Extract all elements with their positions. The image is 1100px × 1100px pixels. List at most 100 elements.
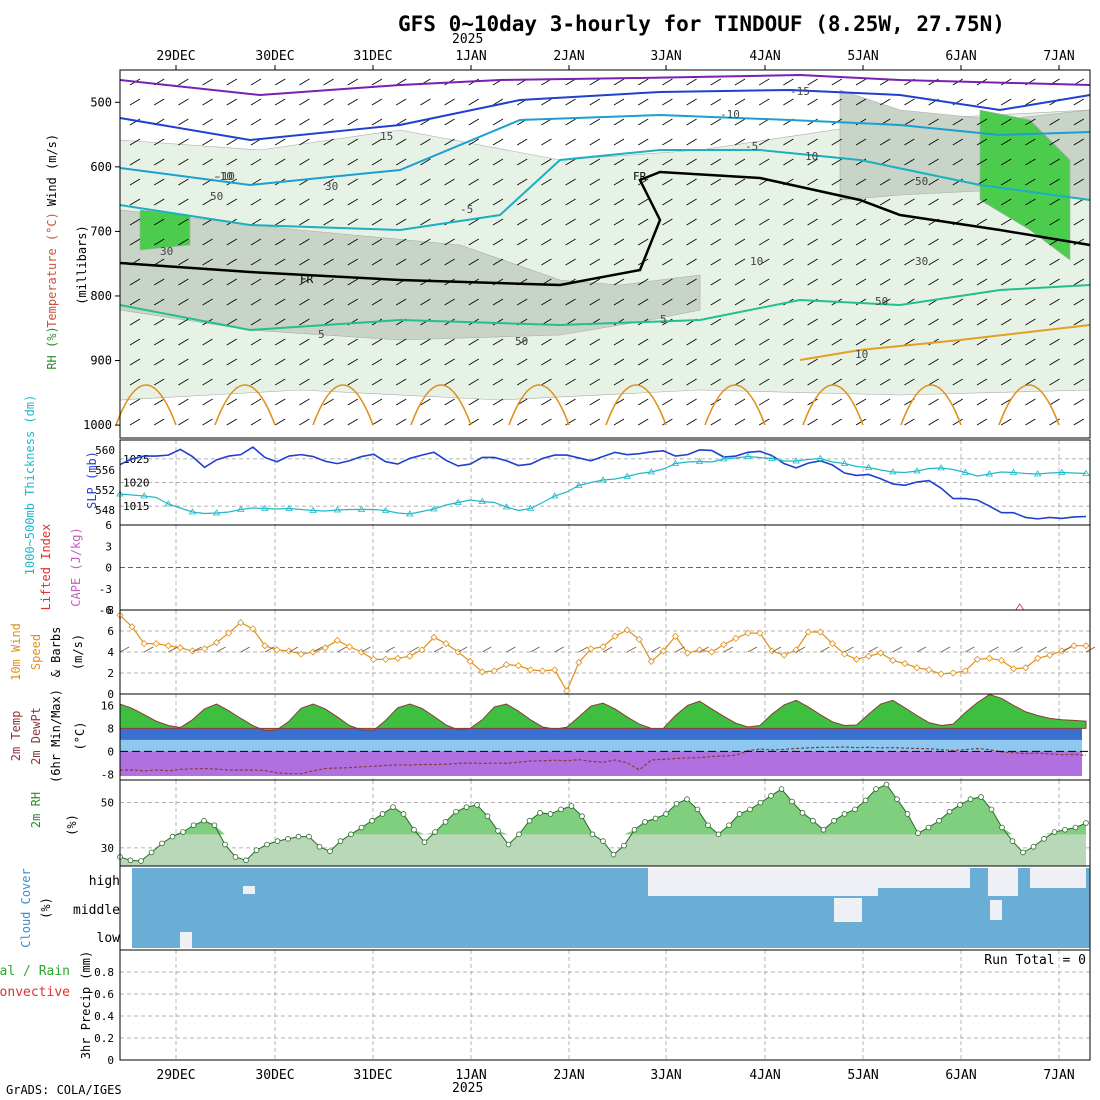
wind-barb	[952, 118, 964, 126]
wind-barb	[783, 238, 794, 246]
wind-barb	[516, 418, 528, 426]
rh-marker	[148, 849, 155, 856]
thickness-marker	[744, 452, 752, 459]
rh-marker	[915, 830, 921, 836]
wind-barb	[299, 298, 310, 306]
wind-barb	[323, 358, 334, 366]
rh-tick-label: 30	[101, 842, 114, 855]
wind-barb	[468, 358, 480, 366]
wind-barb	[879, 238, 891, 246]
surface-wind-barb	[626, 646, 637, 653]
wind-barb	[347, 418, 359, 426]
contour-label: 30	[325, 180, 338, 193]
wind-barb	[492, 218, 504, 226]
wind-barb	[783, 378, 794, 386]
wind-barb	[226, 198, 238, 206]
surface-wind-barb	[1013, 646, 1023, 653]
wind-barb	[1049, 118, 1060, 126]
wind-barb	[274, 218, 286, 226]
wind-barb	[976, 358, 988, 366]
rh-marker	[705, 822, 711, 829]
wind-barb	[952, 378, 964, 386]
precip-axis-label: 3hr Precip (mm)	[79, 951, 93, 1059]
temperature-contour	[119, 149, 1091, 232]
wind-barb	[1000, 298, 1012, 306]
wind-barb	[274, 418, 286, 426]
wind-barb	[1073, 98, 1085, 106]
wind-barb	[1049, 138, 1060, 146]
boundary-layer-loop	[214, 384, 276, 426]
rh-marker	[1041, 836, 1047, 842]
rh-marker	[474, 802, 480, 808]
wind-barb	[976, 238, 988, 246]
wind-barb	[274, 158, 286, 166]
wind-barb	[323, 398, 334, 406]
thickness-marker	[430, 505, 438, 512]
cloud-axis-label: Cloud Cover	[19, 868, 33, 947]
rh-marker	[757, 799, 764, 806]
wind-barb	[637, 418, 649, 426]
wind-barb	[904, 278, 915, 286]
wind-barb	[129, 278, 141, 286]
wind-barb	[153, 298, 165, 306]
wind-barb	[565, 158, 576, 166]
wind-barb	[1049, 338, 1060, 346]
wind-barb	[831, 318, 843, 326]
contour-label: 5	[660, 313, 667, 326]
wind-speed-line	[119, 614, 1086, 693]
wind-barb	[952, 238, 964, 246]
wind-barb	[662, 378, 673, 386]
wind-barb	[178, 378, 189, 386]
contour-label: 10	[855, 348, 868, 361]
wind-barb	[347, 358, 359, 366]
wind-barb	[928, 258, 939, 266]
wind-barb	[1025, 378, 1036, 386]
wind-barb	[734, 78, 746, 86]
wind-barb	[904, 338, 915, 346]
wind-barb	[226, 398, 238, 406]
wind-barb	[855, 358, 867, 366]
wind-barb	[904, 358, 915, 366]
wind-barb	[129, 398, 141, 406]
thickness-marker	[599, 476, 607, 483]
wind-barb	[879, 338, 891, 346]
wind-barb	[250, 238, 262, 246]
rh2m-axis-label: 2m RH	[29, 792, 43, 828]
rh-marker	[1009, 838, 1016, 844]
wind-barb	[274, 338, 286, 346]
precip-tick-label: 0	[107, 1054, 114, 1067]
wind-speed-marker	[623, 626, 631, 634]
wind-axis-label: Wind (m/s)	[45, 134, 59, 206]
surface-wind-barb	[240, 646, 250, 653]
wind-barb	[250, 198, 262, 206]
wind-barb	[589, 78, 601, 86]
wind-barb	[541, 258, 552, 266]
wind-barb	[589, 158, 601, 166]
wind-barb	[274, 98, 286, 106]
wind-barb	[952, 158, 964, 166]
surface-wind-barb	[192, 646, 202, 653]
wind-barb	[444, 238, 455, 246]
wind-barb	[492, 418, 504, 426]
temperature-axis-label: Temperature (°C)	[45, 212, 59, 328]
wind-barb	[928, 318, 939, 326]
wind-barb	[444, 158, 455, 166]
wind-barb	[468, 218, 480, 226]
rh-marker	[337, 838, 344, 844]
wind-barb	[541, 398, 552, 406]
wind-barb	[371, 98, 383, 106]
wind-barb	[637, 278, 649, 286]
wind-barb	[323, 118, 334, 126]
wind-barb	[783, 158, 794, 166]
boundary-layer-loop	[900, 384, 962, 426]
wind-barb	[855, 238, 867, 246]
wind-barb	[879, 318, 891, 326]
temp-units-label: (°C)	[73, 722, 87, 751]
wind-barb	[178, 398, 189, 406]
rh-marker	[894, 796, 900, 803]
year-label-top: 2025	[452, 32, 484, 47]
wind-barb	[274, 118, 286, 126]
wind-barb	[637, 378, 649, 386]
thickness-marker	[913, 467, 921, 474]
